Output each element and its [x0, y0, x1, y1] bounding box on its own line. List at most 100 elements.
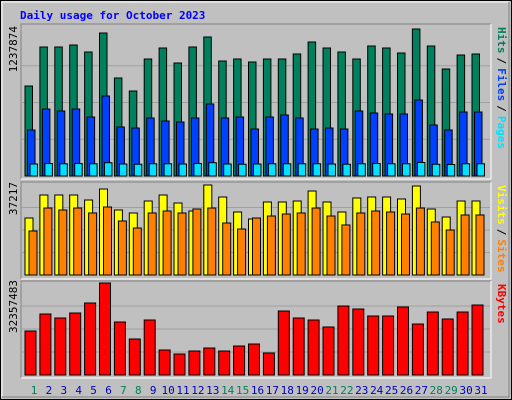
legend-separator: / [495, 58, 508, 65]
bar [372, 163, 381, 177]
bar [178, 163, 187, 177]
bar [352, 308, 365, 376]
x-tick-label: 9 [150, 384, 157, 397]
bar [99, 282, 111, 376]
x-tick-label: 13 [206, 384, 219, 397]
bar [430, 221, 440, 276]
x-tick-label: 29 [445, 384, 458, 397]
bar [113, 321, 126, 376]
bar [367, 315, 380, 376]
bar [312, 163, 322, 177]
bar [44, 163, 53, 177]
bar [341, 224, 351, 276]
panel-bevel [20, 23, 491, 179]
x-tick-label: 10 [161, 384, 174, 397]
bar [387, 163, 396, 177]
x-tick-label: 26 [400, 384, 413, 397]
bar [461, 163, 471, 177]
x-tick-label: 23 [355, 384, 368, 397]
bar [128, 338, 141, 376]
bar [267, 163, 277, 177]
bar [253, 163, 262, 177]
bar [163, 163, 173, 177]
x-tick-label: 14 [221, 384, 235, 397]
legend-entry: Hits [495, 27, 508, 54]
legend-entry: Sites [495, 239, 508, 272]
bar [456, 311, 469, 376]
bar [58, 209, 68, 276]
bar [143, 319, 156, 376]
bar [402, 163, 411, 177]
x-tick-label: 24 [370, 384, 384, 397]
bar [356, 212, 366, 276]
panel-bevel [21, 182, 492, 280]
bar [162, 210, 172, 276]
bar [132, 227, 142, 276]
bar [476, 163, 485, 177]
bar [401, 213, 410, 276]
bar [148, 163, 158, 177]
bar [326, 215, 336, 276]
bar [327, 163, 336, 177]
bar [104, 162, 113, 177]
bar [386, 211, 396, 276]
x-tick-label: 8 [135, 384, 142, 397]
y-max-label: 32357483 [7, 280, 20, 333]
bar [426, 311, 439, 376]
bar [441, 318, 454, 376]
legend-entry: Files [495, 68, 508, 101]
bar [416, 161, 426, 177]
bar [471, 304, 484, 376]
bar [158, 349, 171, 376]
x-tick-label: 15 [236, 384, 249, 397]
bar [397, 306, 409, 376]
legend-entry: Visits [495, 185, 508, 225]
bar [475, 214, 485, 276]
bar [208, 162, 217, 177]
panel-bevel [21, 281, 492, 379]
bar [89, 163, 98, 177]
x-tick-label: 20 [310, 384, 323, 397]
bar [74, 163, 83, 177]
panel-bevel [20, 280, 491, 378]
legend: KBytes [495, 284, 508, 324]
bar [39, 313, 52, 376]
panel-bevel [21, 24, 492, 180]
bar [54, 317, 67, 376]
bar [281, 213, 291, 276]
bar [415, 207, 425, 276]
x-tick-label: 16 [251, 384, 264, 397]
bar [411, 323, 424, 376]
panel-bevel [20, 181, 491, 279]
bar [88, 212, 98, 276]
x-tick-label: 27 [415, 384, 428, 397]
x-tick-label: 12 [191, 384, 204, 397]
bar [29, 163, 38, 177]
bar [382, 315, 395, 376]
bar [445, 229, 455, 276]
bar [24, 330, 37, 376]
legend: Visits / Sites [495, 185, 508, 273]
bar [282, 163, 292, 177]
bar [262, 352, 275, 376]
x-tick-label: 21 [325, 384, 338, 397]
bar [357, 163, 366, 177]
x-tick-label: 18 [281, 384, 294, 397]
bar [446, 163, 456, 177]
x-tick-label: 17 [266, 384, 279, 397]
bar [277, 310, 290, 376]
bar [43, 207, 53, 276]
x-tick-label: 25 [385, 384, 398, 397]
x-tick-label: 30 [459, 384, 472, 397]
bar [147, 212, 157, 276]
bar [292, 317, 305, 376]
bar [266, 215, 276, 276]
bar [296, 212, 306, 276]
bar [342, 163, 351, 177]
bar [218, 350, 231, 376]
bar [133, 163, 143, 177]
x-tick-label: 31 [474, 384, 487, 397]
